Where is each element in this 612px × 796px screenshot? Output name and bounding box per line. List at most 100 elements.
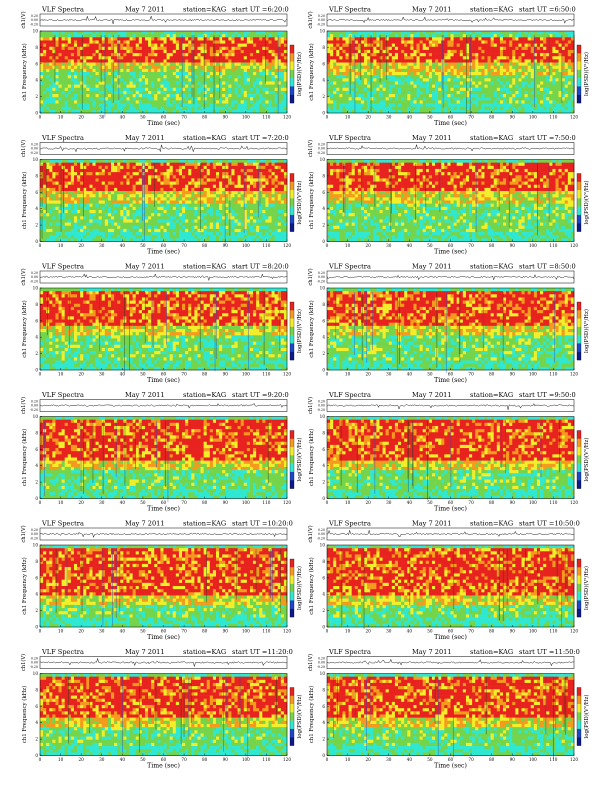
heatmap-cell [160,107,163,110]
heatmap-cell [167,81,170,84]
heatmap-cell [86,44,89,47]
heatmap-cell [454,104,457,107]
heatmap-cell [235,59,238,62]
heatmap-cell [182,75,185,78]
heatmap-cell [238,107,241,110]
heatmap-cell [549,94,552,97]
heatmap-cell [83,85,86,88]
heatmap-cell [65,34,68,37]
waveform-frame [327,14,574,26]
heatmap-cell [99,88,102,91]
heatmap-cell [197,50,200,53]
heatmap-cell [518,37,521,40]
heatmap-cell [80,107,83,110]
heatmap-cell [333,75,336,78]
heatmap-cell [451,107,454,110]
heatmap-cell [194,85,197,88]
heatmap-cell [565,31,568,34]
heatmap-cell [333,40,336,43]
heatmap-cell [555,56,558,59]
heatmap-cell [182,78,185,81]
heatmap-cell [222,31,225,34]
heatmap-cell [188,94,191,97]
heatmap-cell [342,91,345,94]
heatmap-cell [327,34,330,37]
heatmap-cell [463,81,466,84]
heatmap-cell [77,88,80,91]
heatmap-cell [126,85,129,88]
heatmap-cell [420,56,423,59]
heatmap-cell [472,94,475,97]
heatmap-cell [216,72,219,75]
heatmap-cell [59,50,62,53]
heatmap-cell [525,88,528,91]
heatmap-cell [426,44,429,47]
heatmap-cell [89,169,92,172]
heatmap-cell [515,78,518,81]
heatmap-cell [330,100,333,103]
heatmap-cell [500,91,503,94]
heatmap-cell [142,63,145,66]
heatmap-cell [410,63,413,66]
heatmap-cell [136,69,139,72]
heatmap-cell [469,97,472,100]
heatmap-cell [111,34,114,37]
heatmap-cell [71,53,74,56]
heatmap-cell [157,94,160,97]
heatmap-cell [522,91,525,94]
heatmap-cell [154,56,157,59]
heatmap-cell [182,47,185,50]
heatmap-cell [40,72,43,75]
heatmap-cell [265,31,268,34]
heatmap-cell [447,100,450,103]
heatmap-cell [250,88,253,91]
heatmap-cell [438,47,441,50]
heatmap-cell [46,50,49,53]
heatmap-cell [491,72,494,75]
heatmap-cell [444,59,447,62]
heatmap-cell [339,66,342,69]
panel-station: station=KAG [470,6,513,14]
heatmap-cell [265,81,268,84]
heatmap-cell [518,63,521,66]
heatmap-cell [40,166,43,169]
heatmap-cell [210,40,213,43]
heatmap-cell [444,47,447,50]
heatmap-cell [160,31,163,34]
heatmap-cell [272,31,275,34]
heatmap-cell [250,34,253,37]
heatmap-cell [120,178,123,181]
heatmap-cell [528,59,531,62]
heatmap-cell [552,50,555,53]
heatmap-cell [154,40,157,43]
heatmap-cell [383,94,386,97]
heatmap-cell [401,47,404,50]
heatmap-cell [77,100,80,103]
heatmap-cell [457,94,460,97]
heatmap-cell [268,178,271,181]
heatmap-cell [265,53,268,56]
heatmap-cell [438,94,441,97]
heatmap-cell [145,169,148,172]
heatmap-cell [481,85,484,88]
heatmap-cell [80,94,83,97]
heatmap-cell [265,75,268,78]
spectral-streak [113,35,114,103]
heatmap-cell [275,172,278,175]
heatmap-cell [265,91,268,94]
heatmap-cell [336,66,339,69]
heatmap-cell [503,53,506,56]
heatmap-cell [413,85,416,88]
heatmap-cell [173,44,176,47]
heatmap-cell [472,75,475,78]
heatmap-cell [346,107,349,110]
heatmap-cell [173,81,176,84]
heatmap-cell [201,178,204,181]
heatmap-cell [568,107,571,110]
heatmap-cell [52,182,55,185]
heatmap-cell [204,172,207,175]
heatmap-cell [43,31,46,34]
heatmap-cell [68,53,71,56]
heatmap-cell [555,31,558,34]
heatmap-cell [92,185,95,188]
